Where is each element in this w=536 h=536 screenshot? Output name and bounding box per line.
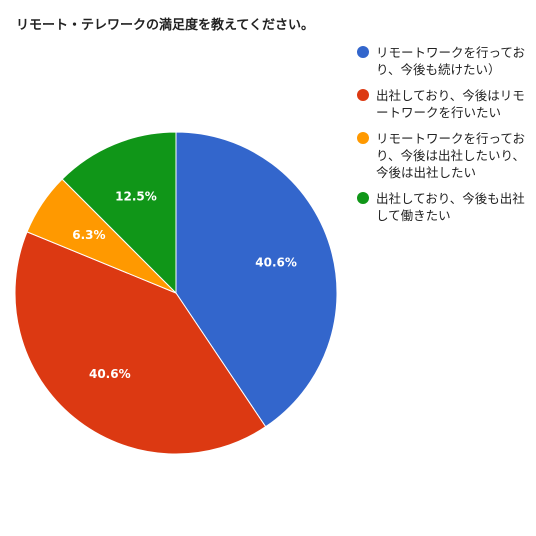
slice-label-2: 40.6%: [89, 367, 131, 381]
slice-label-4: 12.5%: [115, 189, 157, 203]
chart-title: リモート・テレワークの満足度を教えてください。: [16, 18, 314, 33]
legend-label-1: リモートワークを行っており、今後も続けたい）: [376, 45, 526, 77]
slice-label-1: 40.6%: [255, 256, 297, 270]
legend-swatch-1: [357, 46, 369, 58]
pie-slice-1: [175, 131, 338, 428]
legend-label-4: 出社しており、今後も出社して働きたい: [376, 191, 525, 223]
legend-item-3: リモートワークを行っており、今後は出社したいり、今後は出社したい: [357, 130, 532, 181]
pie-slice-4: [61, 131, 177, 295]
slice-label-3: 6.3%: [72, 228, 105, 242]
legend-swatch-2: [357, 89, 369, 101]
legend-swatch-3: [357, 132, 369, 144]
legend-swatch-4: [357, 192, 369, 204]
legend-item-4: 出社しており、今後も出社して働きたい: [357, 190, 532, 224]
legend-item-2: 出社しており、今後はリモートワークを行いたい: [357, 87, 532, 121]
legend-label-3: リモートワークを行っており、今後は出社したいり、今後は出社したい: [376, 131, 526, 180]
legend-item-1: リモートワークを行っており、今後も続けたい）: [357, 44, 532, 78]
pie-slice-2: [14, 231, 267, 455]
legend-label-2: 出社しており、今後はリモートワークを行いたい: [376, 88, 525, 120]
legend: リモートワークを行っており、今後も続けたい） 出社しており、今後はリモートワークを…: [357, 44, 532, 233]
